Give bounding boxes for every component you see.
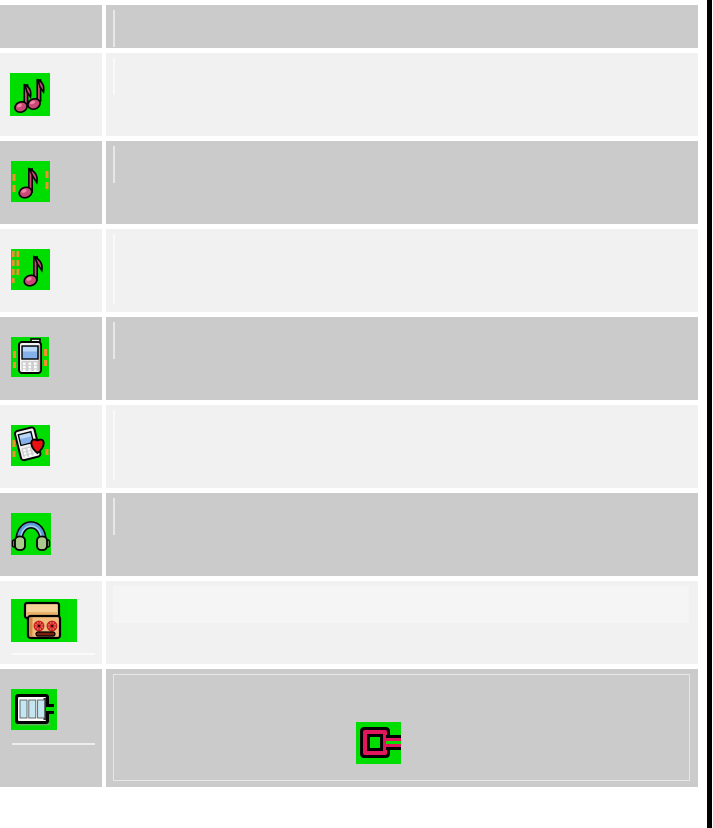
- cell-divider-line: [12, 743, 95, 745]
- cell-highlight-line: [113, 410, 115, 480]
- battery-empty-c-icon: [356, 722, 401, 769]
- table-row: [0, 317, 698, 400]
- cassette-recorder-icon: [11, 599, 77, 642]
- icon-cell: [0, 53, 102, 136]
- cell-highlight-line: [113, 322, 115, 359]
- mobile-phone-icon: [11, 337, 49, 377]
- description-cell: [106, 229, 698, 312]
- battery-full-icon: [11, 689, 57, 730]
- icon-cell: [0, 229, 102, 312]
- icon-cell: [0, 493, 102, 576]
- music-note-flag-icon: [11, 249, 50, 290]
- cell-highlight-line: [113, 498, 115, 535]
- music-note-icon: [11, 161, 50, 202]
- icon-cell: [0, 141, 102, 224]
- description-cell: [106, 581, 698, 664]
- description-cell: [106, 405, 698, 488]
- page-right-border: [707, 0, 712, 828]
- table-row: [0, 53, 698, 136]
- description-cell: [106, 317, 698, 400]
- cell-highlight-line: [113, 234, 115, 304]
- description-cell: [106, 669, 698, 787]
- cell-highlight-line: [113, 58, 115, 95]
- cell-divider-line: [12, 653, 95, 655]
- headphones-icon: [11, 513, 51, 555]
- icon-cell: [0, 581, 102, 664]
- cell-highlight-line: [113, 10, 115, 47]
- table-header-row: [0, 5, 698, 48]
- table-row: [0, 493, 698, 576]
- content-placeholder: [113, 586, 689, 623]
- header-description-column-cell: [106, 5, 698, 48]
- content-placeholder-box: [113, 674, 690, 781]
- header-icon-column-cell: [0, 5, 102, 48]
- table-row: [0, 229, 698, 312]
- table-row: [0, 141, 698, 224]
- cell-highlight-line: [113, 146, 115, 183]
- content-table: [0, 5, 698, 792]
- table-row: [0, 581, 698, 664]
- icon-cell: [0, 317, 102, 400]
- icon-cell: [0, 669, 102, 787]
- double-music-note-icon: [10, 73, 50, 116]
- phone-favorite-icon: [11, 425, 50, 466]
- description-cell: [106, 53, 698, 136]
- description-cell: [106, 493, 698, 576]
- icon-cell: [0, 405, 102, 488]
- table-row: [0, 405, 698, 488]
- description-cell: [106, 141, 698, 224]
- table-row: [0, 669, 698, 787]
